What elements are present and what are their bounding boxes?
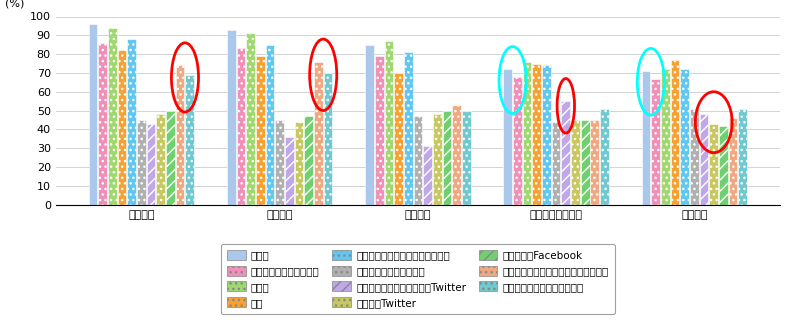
Bar: [127, 39, 136, 205]
Bar: [275, 120, 284, 205]
Bar: [552, 122, 560, 205]
Bar: [523, 62, 532, 205]
Bar: [503, 69, 512, 205]
Bar: [700, 114, 708, 205]
Bar: [384, 41, 393, 205]
Bar: [671, 60, 679, 205]
Bar: [739, 109, 747, 205]
Text: (%): (%): [5, 0, 25, 9]
Bar: [572, 120, 579, 205]
Bar: [324, 73, 333, 205]
Bar: [137, 120, 146, 205]
Bar: [266, 45, 275, 205]
Bar: [157, 114, 165, 205]
Bar: [414, 116, 422, 205]
Bar: [690, 109, 699, 205]
Bar: [166, 111, 175, 205]
Bar: [88, 24, 97, 205]
Bar: [236, 49, 245, 205]
Bar: [99, 43, 107, 205]
Bar: [709, 124, 718, 205]
Legend: テレビ, 携帯電話のワンセグ放送, ラジオ, 新聆, インターネットのニュースサイト, インターネットのブログ, 大学・研究機関や研究者のTwitter, その: テレビ, 携帯電話のワンセグ放送, ラジオ, 新聆, インターネットのニュースサ…: [220, 244, 615, 314]
Bar: [185, 75, 194, 205]
Bar: [423, 146, 432, 205]
Bar: [513, 77, 522, 205]
Bar: [176, 65, 185, 205]
Bar: [452, 105, 461, 205]
Bar: [533, 63, 541, 205]
Bar: [394, 73, 403, 205]
Bar: [681, 69, 689, 205]
Bar: [581, 120, 590, 205]
Bar: [146, 124, 155, 205]
Bar: [314, 62, 322, 205]
Bar: [375, 56, 384, 205]
Bar: [728, 118, 737, 205]
Bar: [542, 65, 551, 205]
Bar: [651, 79, 660, 205]
Bar: [304, 116, 313, 205]
Bar: [591, 120, 599, 205]
Bar: [118, 50, 127, 205]
Bar: [661, 69, 669, 205]
Bar: [462, 111, 470, 205]
Bar: [404, 52, 412, 205]
Bar: [719, 126, 728, 205]
Bar: [365, 45, 374, 205]
Bar: [561, 101, 570, 205]
Bar: [642, 71, 650, 205]
Bar: [227, 30, 236, 205]
Bar: [600, 109, 609, 205]
Bar: [295, 122, 303, 205]
Bar: [256, 56, 264, 205]
Bar: [285, 137, 294, 205]
Bar: [108, 28, 117, 205]
Bar: [443, 111, 451, 205]
Bar: [246, 33, 255, 205]
Bar: [433, 114, 442, 205]
